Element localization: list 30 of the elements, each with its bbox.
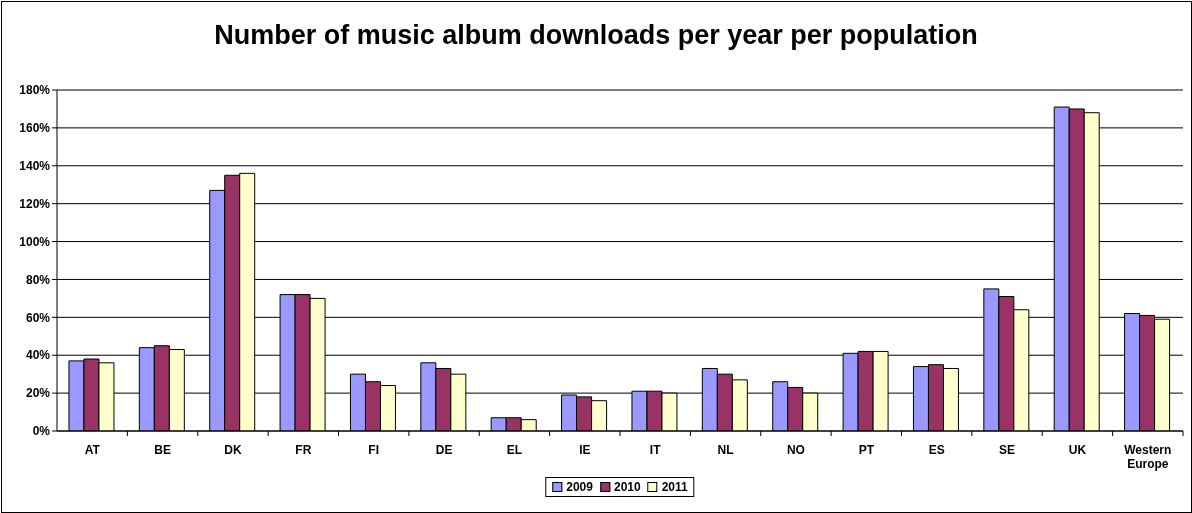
y-tick-label: 120% bbox=[19, 196, 51, 211]
x-tick-label: FR bbox=[295, 442, 312, 457]
x-tick-label: PT bbox=[858, 442, 875, 457]
x-tick-label: AT bbox=[84, 442, 101, 457]
x-tick-label: Western Europe bbox=[1124, 442, 1172, 471]
y-tick-label: 60% bbox=[25, 310, 51, 325]
x-tick-label: BE bbox=[154, 442, 171, 457]
x-tick-label: UK bbox=[1068, 442, 1087, 457]
x-tick-label: DE bbox=[435, 442, 453, 457]
legend-label: 2009 bbox=[566, 480, 593, 494]
y-tick-label: 160% bbox=[19, 121, 51, 136]
x-tick-label: NL bbox=[717, 442, 734, 457]
x-tick-label: DK bbox=[224, 442, 242, 457]
x-tick-label: FI bbox=[368, 442, 380, 457]
y-tick-label: 180% bbox=[19, 83, 51, 98]
legend-label: 2010 bbox=[613, 480, 641, 494]
x-tick-label: ES bbox=[928, 442, 945, 457]
x-tick-label: IE bbox=[579, 442, 591, 457]
y-tick-label: 100% bbox=[19, 234, 51, 249]
x-tick-label: SE bbox=[999, 442, 1016, 457]
y-tick-label: 140% bbox=[19, 159, 51, 174]
y-tick-label: 80% bbox=[25, 272, 51, 287]
x-tick-label: EL bbox=[506, 442, 523, 457]
y-tick-label: 40% bbox=[25, 348, 51, 363]
x-tick-label: NO bbox=[786, 442, 805, 457]
legend-label: 2011 bbox=[661, 480, 688, 494]
x-tick-label: IT bbox=[649, 442, 662, 457]
chart-title: Number of music album downloads per year per population bbox=[213, 20, 979, 51]
y-tick-label: 20% bbox=[25, 386, 51, 401]
y-tick-label: 0% bbox=[32, 424, 51, 439]
